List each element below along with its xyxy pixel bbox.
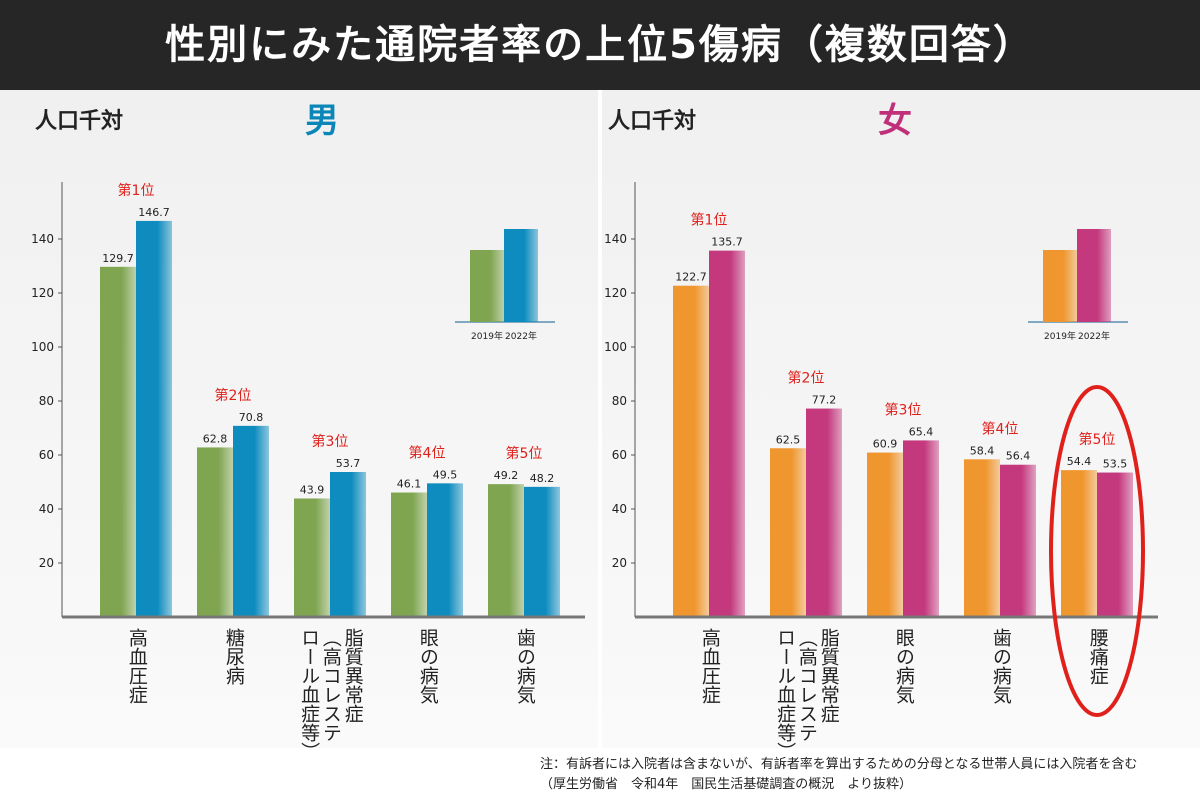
x-tick-label: 歯の病気 — [989, 628, 1012, 704]
legend-swatch — [1043, 250, 1077, 322]
y-axis-label: 人口千対 — [608, 109, 696, 134]
bar — [391, 492, 427, 617]
x-tick-label: 糖尿病 — [222, 628, 245, 685]
rank-label: 第2位 — [788, 370, 825, 387]
panel — [0, 90, 598, 748]
bar — [867, 452, 903, 617]
y-tick-label: 20 — [612, 556, 627, 570]
rank-label: 第3位 — [312, 433, 349, 450]
legend-swatch — [1077, 229, 1111, 322]
x-tick-label: 腰痛症 — [1086, 628, 1109, 685]
rank-label: 第4位 — [409, 444, 446, 461]
y-tick-label: 80 — [39, 394, 54, 408]
x-tick-label: 眼の病気 — [416, 628, 439, 704]
value-label: 46.1 — [397, 478, 422, 491]
x-tick-label: 高血圧症 — [125, 628, 148, 704]
value-label: 49.2 — [494, 469, 519, 482]
bar — [330, 472, 366, 617]
bar — [427, 483, 463, 617]
value-label: 62.5 — [776, 433, 801, 446]
legend-swatch — [504, 229, 538, 322]
y-tick-label: 80 — [612, 394, 627, 408]
value-label: 53.7 — [336, 457, 361, 470]
rank-label: 第3位 — [885, 401, 922, 418]
legend-label: 2019年 — [471, 330, 503, 342]
note: 注：有訴者には入院者は含まないが、有訴者率を算出するための分母となる世帯人員には… — [540, 757, 1138, 772]
bar — [964, 459, 1000, 617]
value-label: 70.8 — [239, 411, 264, 424]
y-tick-label: 140 — [604, 232, 627, 246]
rank-label: 第1位 — [118, 182, 155, 199]
value-label: 60.9 — [873, 438, 898, 451]
y-tick-label: 120 — [604, 286, 627, 300]
bar — [770, 448, 806, 617]
y-tick-label: 60 — [612, 448, 627, 462]
value-label: 56.4 — [1006, 450, 1031, 463]
rank-label: 第5位 — [506, 445, 543, 462]
bar — [524, 486, 560, 617]
y-tick-label: 20 — [39, 556, 54, 570]
value-label: 54.4 — [1067, 455, 1092, 468]
bar — [709, 250, 745, 618]
value-label: 146.7 — [138, 206, 170, 219]
value-label: 135.7 — [711, 236, 743, 249]
bar — [197, 447, 233, 617]
legend-swatch — [470, 250, 504, 322]
y-tick-label: 40 — [39, 502, 54, 516]
bar — [233, 425, 269, 617]
panel-title: 女 — [878, 101, 912, 141]
value-label: 122.7 — [675, 271, 707, 284]
value-label: 58.4 — [970, 444, 995, 457]
rank-label: 第2位 — [215, 387, 252, 404]
bar — [136, 220, 172, 617]
bar — [1061, 470, 1097, 617]
panel-title: 男 — [305, 101, 339, 141]
value-label: 62.8 — [203, 432, 228, 445]
bar — [1097, 472, 1133, 617]
legend-label: 2019年 — [1044, 330, 1076, 342]
rank-label: 第4位 — [982, 420, 1019, 437]
bar — [806, 408, 842, 617]
source: （厚生労働省 令和4年 国民生活基礎調査の概況 より抜粋） — [540, 777, 913, 792]
x-tick-label: 歯の病気 — [513, 628, 536, 704]
rank-label: 第1位 — [691, 212, 728, 229]
y-tick-label: 60 — [39, 448, 54, 462]
legend-label: 2022年 — [505, 330, 537, 342]
y-tick-label: 100 — [604, 340, 627, 354]
y-tick-label: 120 — [31, 286, 54, 300]
y-tick-label: 40 — [612, 502, 627, 516]
bar — [673, 285, 709, 617]
value-label: 77.2 — [812, 394, 837, 407]
bar — [100, 266, 136, 617]
x-tick-label: 眼の病気 — [892, 628, 915, 704]
bar — [294, 498, 330, 617]
value-label: 48.2 — [530, 472, 555, 485]
value-label: 49.5 — [433, 468, 458, 481]
rank-label: 第5位 — [1079, 431, 1116, 448]
bar — [903, 440, 939, 617]
x-tick-label: 高血圧症 — [698, 628, 721, 704]
legend-label: 2022年 — [1078, 330, 1110, 342]
y-tick-label: 140 — [31, 232, 54, 246]
page-title: 性別にみた通院者率の上位5傷病（複数回答） — [0, 0, 1200, 90]
highlight-circle — [1049, 385, 1145, 717]
value-label: 129.7 — [102, 252, 134, 265]
x-tick-label: 脂質異常症（高コレステロール血症等） — [774, 628, 840, 761]
x-tick-label: 脂質異常症（高コレステロール血症等） — [298, 628, 364, 761]
bar — [488, 484, 524, 617]
value-label: 43.9 — [300, 483, 325, 496]
value-label: 65.4 — [909, 425, 934, 438]
value-label: 53.5 — [1103, 458, 1128, 471]
y-tick-label: 100 — [31, 340, 54, 354]
y-axis-label: 人口千対 — [35, 109, 123, 134]
bar — [1000, 464, 1036, 617]
